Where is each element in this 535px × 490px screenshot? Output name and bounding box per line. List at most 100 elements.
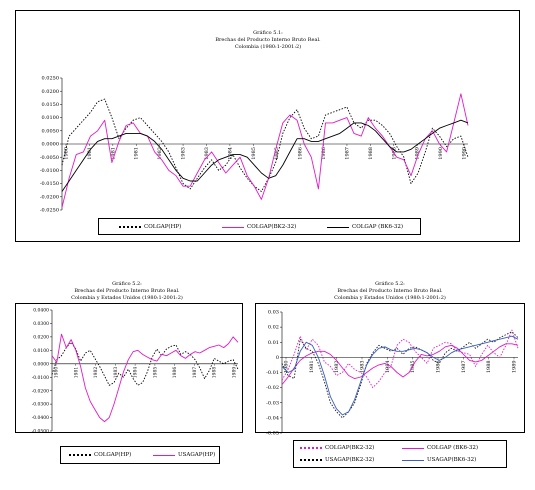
- y-tick-label: -0.0300: [32, 402, 49, 408]
- y-tick-label: 0.0400: [33, 308, 49, 314]
- x-tick-label: 1985: [410, 360, 416, 373]
- y-tick-label: -0.01: [266, 370, 279, 376]
- y-tick-label: 0.01: [268, 340, 279, 346]
- y-tick-label: -0.0100: [40, 168, 59, 174]
- x-tick-label: 1986: [436, 360, 442, 373]
- y-tick-label: 0.0000: [33, 361, 49, 367]
- x-tick-label: 1987: [192, 367, 198, 379]
- y-tick-label: -0.03: [266, 400, 279, 406]
- y-tick-label: -0.0100: [32, 375, 49, 381]
- legend-label: COLGAP(BK2-32): [325, 445, 375, 451]
- x-tick-label: 1987: [461, 360, 467, 373]
- x-tick-label: 1980: [284, 360, 290, 373]
- y-tick-label: -0.05: [266, 431, 279, 437]
- legend-label: COLGAP(HP): [94, 452, 132, 458]
- x-tick-label: 1981: [87, 147, 93, 160]
- x-tick-label: 1988: [486, 360, 492, 373]
- y-tick-label: -0.0200: [40, 194, 59, 200]
- legend-item-usagap-bk2: USAGAP(BK2-32): [300, 456, 374, 464]
- y-tick-label: 0.0100: [33, 348, 49, 354]
- y-tick-label: 0.0200: [42, 89, 60, 95]
- legend-label: USAGAP(HP): [178, 452, 216, 458]
- chart-title: Gráfico 5.2:: [375, 280, 405, 287]
- x-tick-label: 1981: [110, 147, 116, 160]
- series-line-colgap-bk2-32-: [281, 329, 519, 389]
- chart-subtitle: Brechas del Producto Interno Bruto Real.: [337, 288, 443, 294]
- chart-panel-bottom-left: [15, 303, 243, 433]
- y-tick-label: -0.0200: [32, 388, 49, 394]
- legend-item-colgap-bk2: COLGAP(BK2-32): [222, 223, 296, 231]
- y-tick-label: 0.02: [268, 325, 279, 331]
- legend-item-colgap-bk6: COLGAP (BK6-32): [327, 223, 403, 231]
- legend-label: COLGAP(HP): [144, 224, 182, 230]
- y-tick-label: -0.0250: [40, 208, 59, 214]
- series-line-usagap-hp-: [51, 333, 239, 423]
- x-tick-label: 1988: [212, 367, 218, 379]
- x-tick-label: 1988: [368, 147, 374, 160]
- chart-subtitle-range: Colombia y Estados Unidos (1980:1-2001:2…: [334, 294, 446, 301]
- y-tick-label: 0.0200: [33, 334, 49, 340]
- x-tick-label: 1983: [181, 147, 187, 160]
- x-tick-label: 1982: [157, 147, 163, 160]
- legend-item-colgap-bk2: COLGAP(BK2-32): [300, 444, 374, 452]
- chart-subtitle: Brechas del Producto Interno Bruto Real.: [74, 288, 180, 294]
- series-line-colgap-bk6-32-: [61, 119, 469, 192]
- x-tick-label: 1984: [133, 367, 139, 379]
- x-tick-label: 1980: [54, 367, 60, 379]
- x-tick-label: 1986: [321, 147, 327, 160]
- y-tick-label: -0.0500: [32, 429, 49, 435]
- x-tick-label: 1989: [232, 367, 238, 379]
- x-tick-label: 1984: [227, 147, 233, 160]
- y-tick-label: 0: [276, 355, 279, 361]
- x-tick-label: 1989: [415, 147, 421, 160]
- y-tick-label: 0.0100: [42, 115, 60, 121]
- x-tick-label: 1985: [251, 147, 257, 160]
- x-tick-label: 1986: [172, 367, 178, 379]
- y-tick-label: -0.02: [266, 385, 279, 391]
- legend-item-usagap-hp: USAGAP(HP): [153, 451, 215, 459]
- y-tick-label: 0.03: [268, 310, 279, 316]
- legend-bottom-left: COLGAP(HP) USAGAP(HP): [60, 446, 220, 464]
- x-tick-label: 1990: [438, 147, 444, 160]
- legend-label: COLGAP (BK6-32): [427, 445, 478, 451]
- x-tick-label: 1980: [64, 147, 70, 160]
- x-tick-label: 1981: [309, 360, 315, 373]
- series-line-colgap-bk2-32-: [61, 93, 469, 208]
- x-tick-label: 1983: [360, 360, 366, 373]
- y-tick-label: -0.0150: [40, 181, 59, 187]
- x-tick-label: 1987: [344, 147, 350, 160]
- x-tick-label: 1986: [298, 147, 304, 160]
- legend-item-usagap-bk6: USAGAP(BK6-32): [402, 456, 476, 464]
- y-tick-label: -0.04: [266, 415, 279, 421]
- chart-title: Gráfico 5.1:: [253, 29, 283, 36]
- legend-item-colgap-bk6: COLGAP (BK6-32): [402, 444, 478, 452]
- legend-item-colgap-hp: COLGAP(HP): [119, 223, 181, 231]
- y-tick-label: 0.0150: [42, 102, 60, 108]
- y-tick-label: 0.0250: [42, 76, 60, 82]
- y-tick-label: -0.0050: [40, 155, 59, 161]
- y-tick-label: 0.0050: [42, 128, 60, 134]
- chart-subtitle: Brechas del Producto Interno Bruto Real.: [215, 37, 321, 43]
- x-tick-label: 1984: [385, 360, 391, 373]
- chart-panel-bottom-right: [255, 303, 525, 433]
- legend-label: COLGAP (BK6-32): [352, 224, 403, 230]
- x-tick-label: 1982: [334, 360, 340, 373]
- x-tick-label: 1985: [274, 147, 280, 160]
- x-tick-label: 1985: [152, 367, 158, 379]
- x-tick-label: 1981: [73, 367, 79, 379]
- legend-top: COLGAP(HP) COLGAP(BK2-32) COLGAP (BK6-32…: [98, 218, 421, 235]
- y-tick-label: -0.0400: [32, 415, 49, 421]
- legend-bottom-right: COLGAP(BK2-32) COLGAP (BK6-32) USAGAP(BK…: [293, 440, 507, 468]
- legend-item-colgap-hp: COLGAP(HP): [69, 451, 131, 459]
- series-line-colgap-bk6-32-: [281, 343, 519, 385]
- x-tick-label: 1982: [93, 367, 99, 379]
- chart-subtitle-range: Colombia (1980:1-2001:2): [235, 43, 301, 50]
- x-tick-label: 1990: [462, 147, 468, 160]
- series-line-usagap-bk6-32-: [281, 335, 519, 416]
- legend-label: COLGAP(BK2-32): [247, 224, 297, 230]
- series-line-colgap-hp-: [51, 341, 239, 386]
- y-tick-label: 0.0300: [33, 321, 49, 327]
